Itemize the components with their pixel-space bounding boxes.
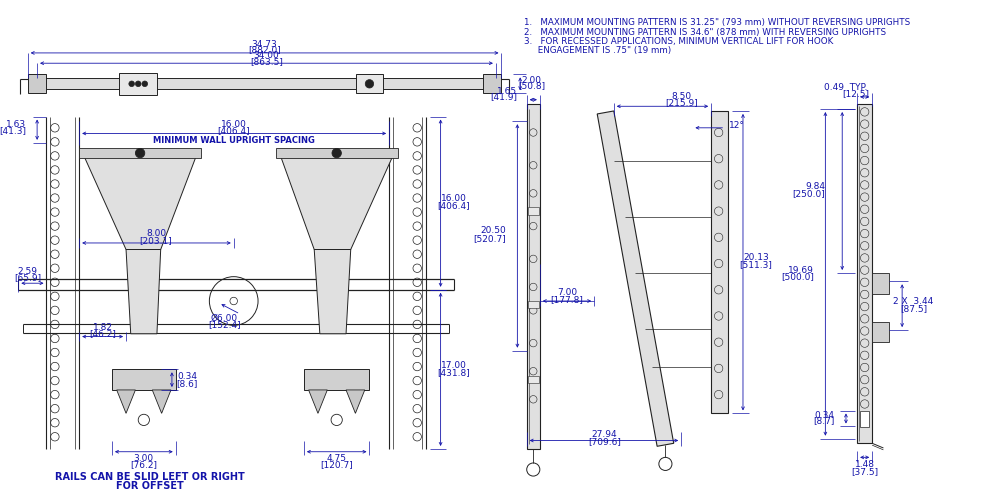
Text: [152.4]: [152.4] <box>208 320 240 329</box>
Circle shape <box>135 81 141 87</box>
Bar <box>79 148 201 158</box>
Text: 12°: 12° <box>730 121 746 130</box>
Text: 16.00: 16.00 <box>440 194 467 203</box>
Text: Ø6.00: Ø6.00 <box>211 313 238 322</box>
Text: 2.   MAXIMUM MOUNTING PATTERN IS 34.6" (878 mm) WITH REVERSING UPRIGHTS: 2. MAXIMUM MOUNTING PATTERN IS 34.6" (87… <box>524 28 886 37</box>
Text: [203.1]: [203.1] <box>139 235 173 244</box>
Bar <box>857 104 872 443</box>
Text: 1.48: 1.48 <box>854 460 875 469</box>
Text: 2 X  3.44: 2 X 3.44 <box>894 298 934 307</box>
Text: 1.65: 1.65 <box>497 87 517 96</box>
Text: [41.9]: [41.9] <box>490 92 517 101</box>
Text: [12.5]: [12.5] <box>842 89 869 98</box>
Bar <box>527 104 540 449</box>
Bar <box>44 78 485 90</box>
Text: 34.00: 34.00 <box>254 51 280 60</box>
Text: 0.34: 0.34 <box>177 372 197 381</box>
Bar <box>528 376 539 383</box>
Text: [46.2]: [46.2] <box>89 329 116 338</box>
Text: 1.   MAXIMUM MOUNTING PATTERN IS 31.25" (793 mm) WITHOUT REVERSING UPRIGHTS: 1. MAXIMUM MOUNTING PATTERN IS 31.25" (7… <box>524 18 910 27</box>
Text: 20.50: 20.50 <box>481 226 506 235</box>
Text: [120.7]: [120.7] <box>321 460 353 469</box>
Text: [500.0]: [500.0] <box>781 272 814 281</box>
Text: 7.00: 7.00 <box>557 288 577 297</box>
Text: 0.49  TYP.: 0.49 TYP. <box>824 83 867 92</box>
Polygon shape <box>597 111 674 446</box>
Text: RAILS CAN BE SLID LEFT OR RIGHT: RAILS CAN BE SLID LEFT OR RIGHT <box>55 472 244 482</box>
Text: [177.8]: [177.8] <box>550 295 584 304</box>
Text: [520.7]: [520.7] <box>474 234 506 243</box>
Text: 20.13: 20.13 <box>744 254 769 263</box>
Circle shape <box>365 80 374 88</box>
Text: [511.3]: [511.3] <box>740 260 772 269</box>
Text: [215.9]: [215.9] <box>665 98 697 107</box>
Text: [8.6]: [8.6] <box>177 379 197 388</box>
Polygon shape <box>126 249 161 334</box>
Circle shape <box>332 148 341 158</box>
Text: 19.69: 19.69 <box>789 266 814 275</box>
Text: 17.00: 17.00 <box>440 361 467 370</box>
Text: 2.00: 2.00 <box>522 76 542 85</box>
Bar <box>860 410 869 427</box>
Bar <box>276 148 397 158</box>
Text: [50.8]: [50.8] <box>518 81 545 90</box>
Polygon shape <box>314 249 351 334</box>
Text: 1.82: 1.82 <box>92 323 113 332</box>
Bar <box>120 73 157 95</box>
Text: 34.73: 34.73 <box>252 40 278 49</box>
Circle shape <box>129 81 134 87</box>
Text: [709.6]: [709.6] <box>588 437 621 446</box>
Circle shape <box>142 81 147 87</box>
Bar <box>872 273 889 294</box>
Text: [87.5]: [87.5] <box>900 304 927 313</box>
Bar <box>304 369 370 390</box>
Text: [41.3]: [41.3] <box>0 126 26 135</box>
Text: [65.9]: [65.9] <box>14 273 41 282</box>
Text: 27.94: 27.94 <box>592 430 617 439</box>
Text: 2.59: 2.59 <box>18 268 37 277</box>
Polygon shape <box>346 390 365 413</box>
Text: 1.63: 1.63 <box>6 120 26 129</box>
Text: [882.0]: [882.0] <box>248 46 281 55</box>
Text: [37.5]: [37.5] <box>852 467 878 476</box>
Text: 4.75: 4.75 <box>327 454 346 463</box>
Text: [431.8]: [431.8] <box>438 368 470 377</box>
Text: 9.84: 9.84 <box>805 182 825 191</box>
Text: 16.00: 16.00 <box>221 120 246 129</box>
Bar <box>872 322 889 342</box>
Bar <box>27 75 46 93</box>
Text: [406.4]: [406.4] <box>438 201 470 210</box>
Text: 0.34: 0.34 <box>815 411 835 420</box>
Text: FOR OFFSET: FOR OFFSET <box>116 481 183 491</box>
Text: 3.   FOR RECESSED APPLICATIONS, MINIMUM VERTICAL LIFT FOR HOOK: 3. FOR RECESSED APPLICATIONS, MINIMUM VE… <box>524 37 833 46</box>
Text: 8.00: 8.00 <box>146 229 166 238</box>
Circle shape <box>135 148 145 158</box>
Polygon shape <box>117 390 135 413</box>
Text: 3.00: 3.00 <box>133 454 154 463</box>
Bar <box>528 301 539 309</box>
Bar <box>528 207 539 215</box>
Polygon shape <box>152 390 171 413</box>
Text: [406.4]: [406.4] <box>218 126 250 135</box>
Bar <box>356 75 383 93</box>
Text: 8.50: 8.50 <box>671 92 692 101</box>
Polygon shape <box>281 156 392 249</box>
Polygon shape <box>309 390 328 413</box>
Text: [250.0]: [250.0] <box>793 189 825 198</box>
Bar <box>483 75 501 93</box>
Polygon shape <box>84 156 196 249</box>
Text: [76.2]: [76.2] <box>130 460 157 469</box>
Text: ENGAGEMENT IS .75" (19 mm): ENGAGEMENT IS .75" (19 mm) <box>524 47 671 56</box>
Text: MINIMUM WALL UPRIGHT SPACING: MINIMUM WALL UPRIGHT SPACING <box>153 136 315 145</box>
Text: [8.7]: [8.7] <box>813 416 835 425</box>
Bar <box>112 369 176 390</box>
Text: [863.5]: [863.5] <box>250 57 283 66</box>
Bar <box>711 111 728 413</box>
